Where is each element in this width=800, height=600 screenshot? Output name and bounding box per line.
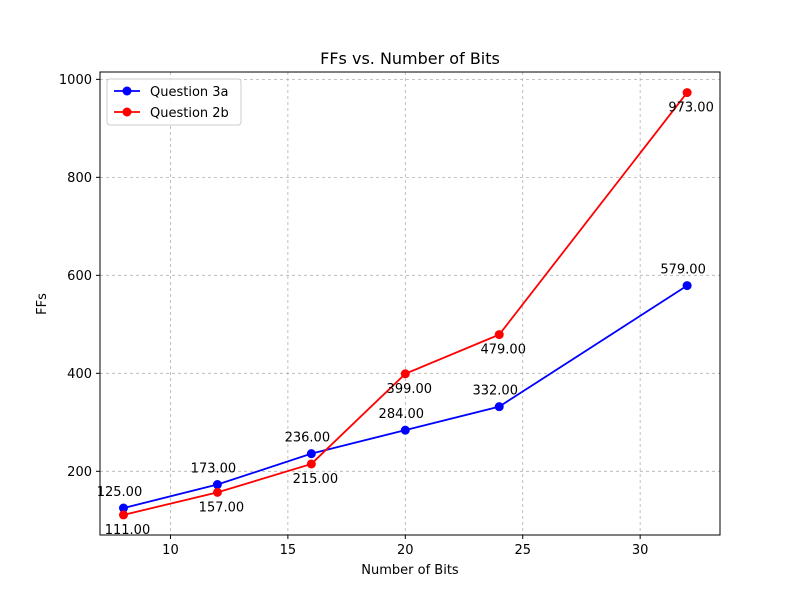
data-point (494, 402, 504, 412)
data-label: 157.00 (199, 500, 245, 515)
data-point (306, 459, 316, 469)
data-point (400, 425, 410, 435)
data-label: 173.00 (191, 462, 237, 477)
data-label: 215.00 (293, 472, 339, 487)
x-tick-label: 10 (162, 543, 179, 558)
data-point (494, 330, 504, 340)
data-label: 125.00 (97, 485, 143, 500)
data-label: 236.00 (285, 431, 331, 446)
data-point (212, 487, 222, 497)
data-point (682, 281, 692, 291)
x-axis-label: Number of Bits (361, 563, 459, 578)
data-point (682, 88, 692, 98)
data-point (212, 480, 222, 490)
series-line-1 (123, 284, 688, 509)
x-tick-label: 15 (280, 543, 297, 558)
series-group (118, 88, 692, 520)
y-tick-label: 1000 (59, 73, 92, 88)
data-label: 973.00 (668, 101, 714, 116)
legend-box (106, 78, 242, 126)
y-tick-label: 600 (67, 269, 92, 284)
data-label: 284.00 (379, 407, 425, 422)
y-tick-label: 200 (67, 465, 92, 480)
data-label: 579.00 (660, 263, 706, 278)
x-tick-label: 25 (514, 543, 531, 558)
data-point (400, 369, 410, 379)
y-axis-label: FFs (35, 293, 50, 315)
chart-title: FFs vs. Number of Bits (320, 49, 500, 68)
data-point (118, 503, 128, 513)
data-point (118, 510, 128, 520)
data-label: 111.00 (105, 523, 151, 538)
legend: Question 3a Question 2b (106, 78, 242, 126)
y-tick-label: 400 (67, 367, 92, 382)
y-tick-label: 800 (67, 171, 92, 186)
x-tick-label: 20 (397, 543, 414, 558)
x-tick-label: 30 (632, 543, 649, 558)
legend-dot-marker (122, 86, 132, 96)
legend-dot-marker (122, 107, 132, 117)
legend-entry: Question 3a (150, 85, 229, 100)
series-line-2 (123, 92, 688, 516)
data-point (306, 449, 316, 459)
legend-entry: Question 2b (150, 106, 229, 121)
data-label: 332.00 (472, 384, 518, 399)
data-label: 399.00 (387, 382, 433, 397)
plot-frame (99, 71, 721, 536)
axes: 10 15 20 25 30 200 400 600 800 1000 (59, 71, 721, 558)
data-labels: 125.00 173.00 236.00 284.00 332.00 579.00 111.… (97, 101, 714, 538)
data-label: 479.00 (480, 343, 526, 358)
